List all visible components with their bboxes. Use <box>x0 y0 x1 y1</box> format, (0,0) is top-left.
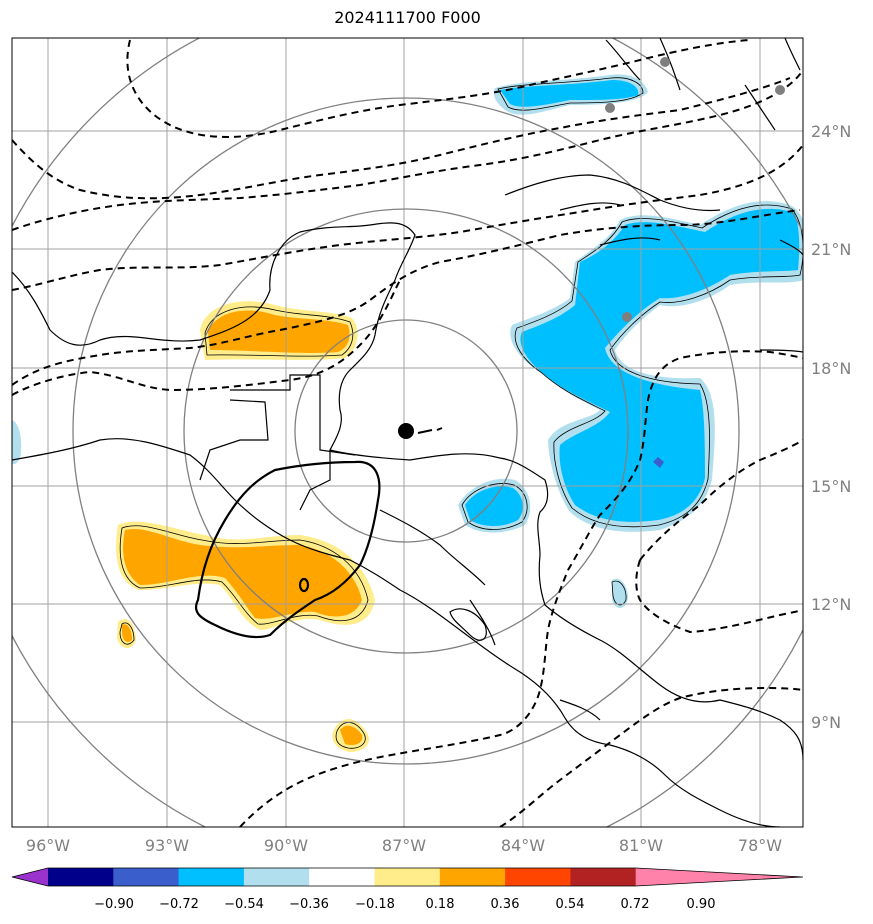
longitude-labels: 96°W 93°W 90°W 87°W 84°W 81°W 78°W <box>26 836 782 855</box>
lat-label: 24°N <box>811 122 851 141</box>
latitude-labels: 24°N 21°N 18°N 15°N 12°N 9°N <box>811 122 851 732</box>
negative-anomaly-regions <box>12 74 803 609</box>
lat-label: 12°N <box>811 595 851 614</box>
colorbar-segment <box>439 868 506 886</box>
colorbar-tick-label: 0.72 <box>621 897 650 912</box>
colorbar-tick-label: −0.18 <box>355 897 395 912</box>
lon-label: 81°W <box>619 836 663 855</box>
lat-label: 15°N <box>811 477 851 496</box>
solid-contour <box>194 460 381 639</box>
colorbar-extend-right <box>635 868 803 886</box>
colorbar-segment <box>48 868 114 886</box>
colorbar <box>11 867 804 887</box>
colorbar-tick-label: 0.54 <box>556 897 585 912</box>
anomaly-outlines <box>119 77 803 749</box>
station-markers <box>605 57 785 322</box>
colorbar-tick-label: 0.36 <box>491 897 520 912</box>
colorbar-tick-label: 0.90 <box>687 897 716 912</box>
colorbar-segment <box>570 868 637 886</box>
colorbar-tick-label: −0.36 <box>289 897 329 912</box>
colorbar-segment <box>505 868 571 886</box>
colorbar-segment <box>178 868 245 886</box>
colorbar-tick-label: −0.72 <box>159 897 199 912</box>
colorbar-segment <box>309 868 375 886</box>
lon-label: 78°W <box>738 836 782 855</box>
lon-label: 96°W <box>26 836 70 855</box>
lat-label: 18°N <box>811 359 851 378</box>
colorbar-tick-label: −0.54 <box>224 897 264 912</box>
lat-label: 9°N <box>811 713 841 732</box>
map-frame <box>11 37 804 828</box>
lon-label: 93°W <box>145 836 189 855</box>
island-marks <box>417 427 443 434</box>
colorbar-segment <box>113 868 180 886</box>
colorbar-segment <box>374 868 441 886</box>
storm-center-marker <box>398 423 414 439</box>
lon-label: 87°W <box>382 836 426 855</box>
dashed-contours <box>12 39 803 827</box>
lon-label: 90°W <box>264 836 308 855</box>
map-title: 2024111700 F000 <box>334 8 481 27</box>
coastlines <box>12 38 803 827</box>
colorbar-tick-label: −0.90 <box>94 897 134 912</box>
colorbar-tick-label: 0.18 <box>426 897 455 912</box>
colorbar-segment <box>243 868 310 886</box>
colorbar-ticks: −0.90 −0.72 −0.54 −0.36 −0.18 0.18 0.36 … <box>94 897 715 912</box>
colorbar-extend-left <box>12 868 48 886</box>
lon-label: 84°W <box>501 836 545 855</box>
colorbar-outline <box>11 867 804 887</box>
range-rings <box>12 38 803 827</box>
lat-label: 21°N <box>811 240 851 259</box>
